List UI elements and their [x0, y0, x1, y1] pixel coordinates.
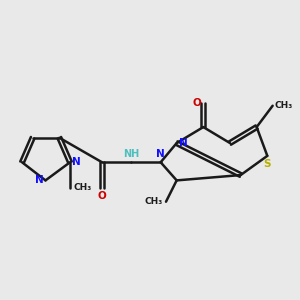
Text: CH₃: CH₃ [145, 197, 163, 206]
Text: S: S [264, 159, 271, 169]
Text: N: N [156, 149, 165, 159]
Text: N: N [72, 157, 81, 167]
Text: N: N [179, 138, 188, 148]
Text: NH: NH [123, 149, 139, 159]
Text: O: O [98, 191, 106, 201]
Text: N: N [34, 176, 43, 185]
Text: CH₃: CH₃ [275, 101, 293, 110]
Text: CH₃: CH₃ [73, 183, 92, 192]
Text: O: O [192, 98, 201, 107]
